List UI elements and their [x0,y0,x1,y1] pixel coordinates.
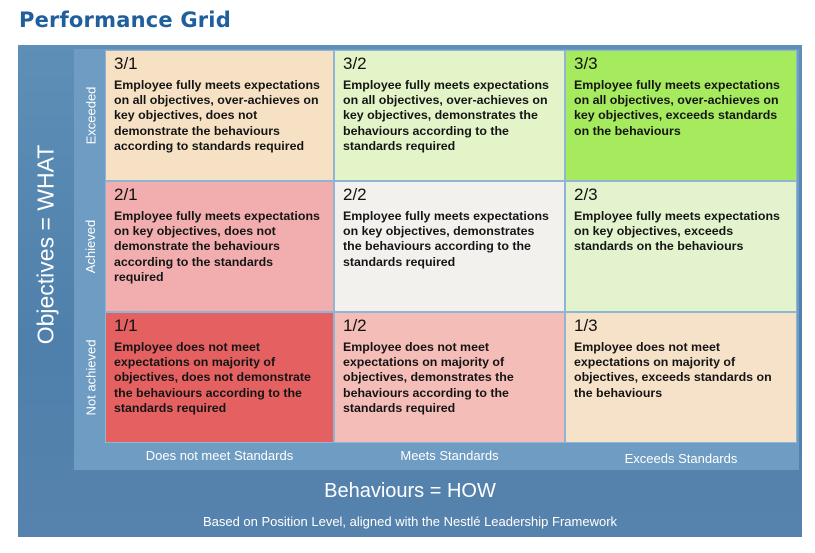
row-label-achieved: Achieved [78,181,104,312]
y-axis-label-text: Objectives = WHAT [32,144,59,344]
grid-cell-3-2: 3/2 Employee fully meets expectations on… [334,50,565,181]
cell-code: 1/2 [343,316,367,335]
grid-cell-1-2: 1/2 Employee does not meet expectations … [334,312,565,443]
column-label-meets: Meets Standards [400,448,499,463]
row-label-text: Achieved [83,219,99,274]
cell-code: 3/2 [343,54,367,73]
cell-code: 1/1 [114,316,138,335]
row-label-text: Not achieved [83,339,99,416]
cell-description: Employee does not meet expectations on m… [114,340,311,415]
column-label-does-not-meet: Does not meet Standards [145,448,294,463]
page-title: Performance Grid [19,8,231,32]
grid-cell-2-1: 2/1 Employee fully meets expectations on… [105,181,334,312]
row-label-exceeded: Exceeded [78,50,104,181]
cell-description: Employee fully meets expectations on all… [343,78,549,153]
grid-cell-3-1: 3/1 Employee fully meets expectations on… [105,50,334,181]
grid-cell-2-2: 2/2 Employee fully meets expectations on… [334,181,565,312]
grid-cell-1-1: 1/1 Employee does not meet expectations … [105,312,334,443]
performance-grid: 3/1 Employee fully meets expectations on… [105,50,797,443]
cell-code: 1/3 [574,316,598,335]
column-label-exceeds: Exceeds Standards [624,451,738,466]
cell-description: Employee does not meet expectations on m… [343,340,514,415]
grid-cell-1-3: 1/3 Employee does not meet expectations … [565,312,797,443]
footnote: Based on Position Level, aligned with th… [202,514,618,529]
cell-description: Employee fully meets expectations on key… [343,209,549,269]
cell-code: 3/1 [114,54,138,73]
cell-description: Employee fully meets expectations on key… [574,209,780,254]
cell-description: Employee fully meets expectations on all… [114,78,320,153]
y-axis-label: Objectives = WHAT [20,50,72,438]
cell-description: Employee fully meets expectations on key… [114,209,320,284]
grid-cell-3-3: 3/3 Employee fully meets expectations on… [565,50,797,181]
cell-description: Employee does not meet expectations on m… [574,340,772,400]
cell-code: 2/3 [574,185,598,204]
x-axis-label: Behaviours = HOW [324,480,496,502]
row-label-not-achieved: Not achieved [78,312,104,443]
cell-code: 3/3 [574,54,598,73]
cell-code: 2/1 [114,185,138,204]
cell-code: 2/2 [343,185,367,204]
cell-description: Employee fully meets expectations on all… [574,78,780,138]
row-label-text: Exceeded [83,86,99,145]
grid-cell-2-3: 2/3 Employee fully meets expectations on… [565,181,797,312]
